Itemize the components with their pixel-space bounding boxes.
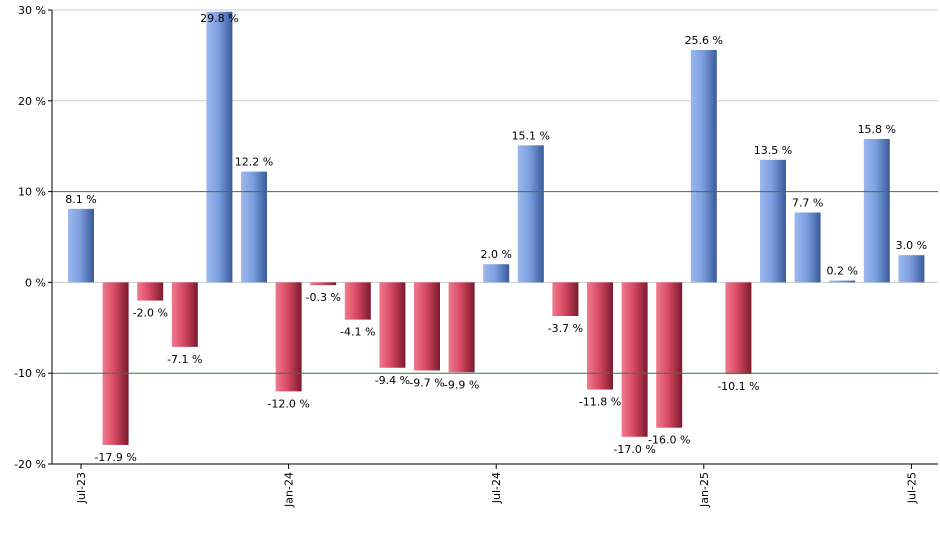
data-label: 15.1 %	[512, 129, 550, 142]
data-label: 13.5 %	[754, 144, 792, 157]
bar	[760, 159, 786, 283]
bar	[587, 282, 613, 390]
bar	[517, 145, 544, 283]
data-label: -9.7 %	[409, 376, 444, 389]
data-label: -17.0 %	[613, 443, 655, 456]
data-label: 3.0 %	[896, 239, 927, 252]
bar	[414, 282, 440, 371]
y-tick-label: -10 %	[14, 367, 46, 380]
data-label: -9.4 %	[375, 374, 410, 387]
bar	[344, 282, 371, 320]
data-label: 8.1 %	[65, 193, 96, 206]
data-label: -17.9 %	[94, 451, 136, 464]
x-tick-label: Jan-25	[698, 472, 711, 508]
bars	[68, 11, 925, 445]
x-tick-label: Jan-24	[283, 472, 296, 508]
bar	[690, 49, 717, 283]
reference-lines	[52, 191, 938, 374]
bar	[829, 280, 856, 283]
bar	[137, 282, 164, 301]
data-label: 29.8 %	[200, 12, 238, 25]
bar	[171, 282, 198, 347]
data-label: -2.0 %	[132, 307, 167, 320]
data-label: -4.1 %	[340, 326, 375, 339]
data-labels: 8.1 % -17.9 % -2.0 % -7.1 % 29.8 % 12.2 % -12.…	[65, 12, 927, 464]
bar	[552, 282, 579, 316]
bar	[275, 282, 302, 392]
bar	[102, 282, 129, 445]
data-label: 25.6 %	[685, 34, 723, 47]
y-tick-label: -20 %	[14, 458, 46, 471]
data-label: -11.8 %	[579, 396, 621, 409]
data-label: -12.0 %	[267, 397, 309, 410]
y-tick-label: 10 %	[18, 186, 46, 199]
data-label: -9.9 %	[444, 378, 479, 391]
y-tick-label: 0 %	[25, 276, 46, 289]
data-label: 15.8 %	[858, 123, 896, 136]
bar	[898, 255, 925, 283]
bar	[68, 208, 94, 283]
data-label: 7.7 %	[792, 196, 823, 209]
data-label: -0.3 %	[305, 291, 340, 304]
data-label: -16.0 %	[648, 434, 690, 447]
bar	[448, 282, 475, 373]
data-label: 2.0 %	[480, 248, 511, 261]
bar	[725, 282, 752, 375]
data-label: 12.2 %	[235, 156, 273, 169]
bar	[379, 282, 406, 368]
bar	[656, 282, 683, 428]
data-label: -10.1 %	[717, 380, 759, 393]
y-tick-label: 30 %	[18, 4, 46, 17]
bar	[310, 282, 337, 286]
axes: -20 % -10 % 0 % 10 % 20 % 30 % Jul-23 Jan-24 Jul…	[14, 4, 938, 508]
bar	[483, 264, 510, 283]
x-tick-label: Jul-23	[75, 472, 88, 504]
bar	[206, 11, 233, 283]
bar	[863, 138, 890, 283]
bar	[621, 282, 648, 437]
data-label: 0.2 %	[826, 265, 857, 278]
x-tick-label: Jul-24	[490, 472, 503, 504]
y-tick-label: 20 %	[18, 95, 46, 108]
x-tick-label: Jul-25	[905, 472, 918, 504]
data-label: -3.7 %	[548, 322, 583, 335]
data-label: -7.1 %	[167, 353, 202, 366]
bar	[241, 171, 267, 283]
bar	[794, 212, 821, 283]
